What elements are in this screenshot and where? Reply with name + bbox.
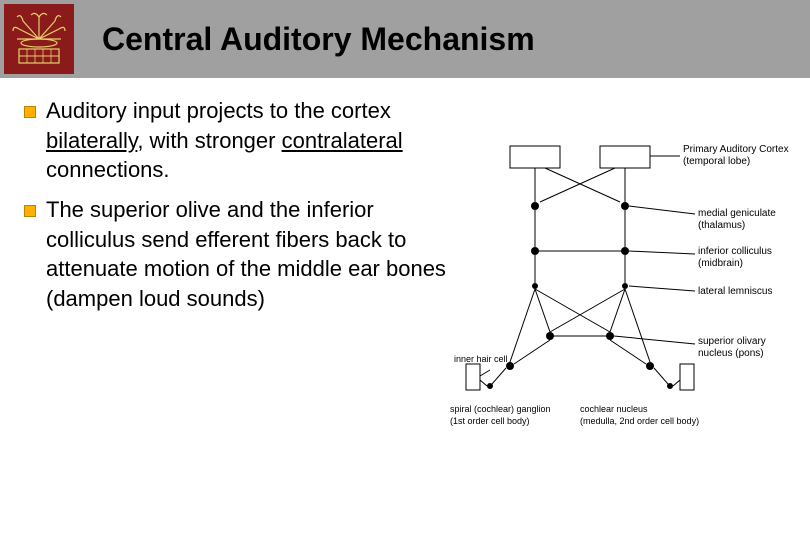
slide-content: Auditory input projects to the cortex bi…: [0, 78, 810, 451]
diagram-column: Primary Auditory Cortex (temporal lobe) …: [450, 96, 790, 451]
label-scg-sub: (1st order cell body): [450, 416, 530, 426]
label-cn: cochlear nucleus: [580, 404, 648, 414]
label-pac-sub: (temporal lobe): [683, 156, 750, 167]
bullet-item: The superior olive and the inferior coll…: [20, 195, 450, 314]
label-ll: lateral lemniscus: [698, 286, 772, 297]
bullet-text: The superior olive and the inferior coll…: [46, 197, 446, 311]
bullet-text: connections.: [46, 157, 170, 182]
label-mg-sub: (thalamus): [698, 220, 745, 231]
label-ic-sub: (midbrain): [698, 258, 743, 269]
label-scg: spiral (cochlear) ganglion: [450, 404, 551, 414]
bullet-underline: bilaterally: [46, 128, 137, 153]
bullet-text: Auditory input projects to the cortex: [46, 98, 391, 123]
text-column: Auditory input projects to the cortex bi…: [20, 96, 450, 451]
bullet-item: Auditory input projects to the cortex bi…: [20, 96, 450, 185]
label-son-sub: nucleus (pons): [698, 348, 764, 359]
bullet-list: Auditory input projects to the cortex bi…: [20, 96, 450, 314]
auditory-pathway-diagram: Primary Auditory Cortex (temporal lobe) …: [450, 136, 790, 446]
label-mg: medial geniculate: [698, 208, 776, 219]
bullet-text: , with stronger: [137, 128, 281, 153]
label-ihc: inner hair cell: [454, 354, 508, 364]
bullet-underline: contralateral: [282, 128, 403, 153]
label-son: superior olivary: [698, 336, 766, 347]
label-pac: Primary Auditory Cortex: [683, 144, 789, 155]
university-logo: [4, 4, 74, 74]
slide-header: Central Auditory Mechanism: [0, 0, 810, 78]
slide-title: Central Auditory Mechanism: [102, 21, 535, 58]
label-ic: inferior colliculus: [698, 246, 772, 257]
label-cn-sub: (medulla, 2nd order cell body): [580, 416, 699, 426]
